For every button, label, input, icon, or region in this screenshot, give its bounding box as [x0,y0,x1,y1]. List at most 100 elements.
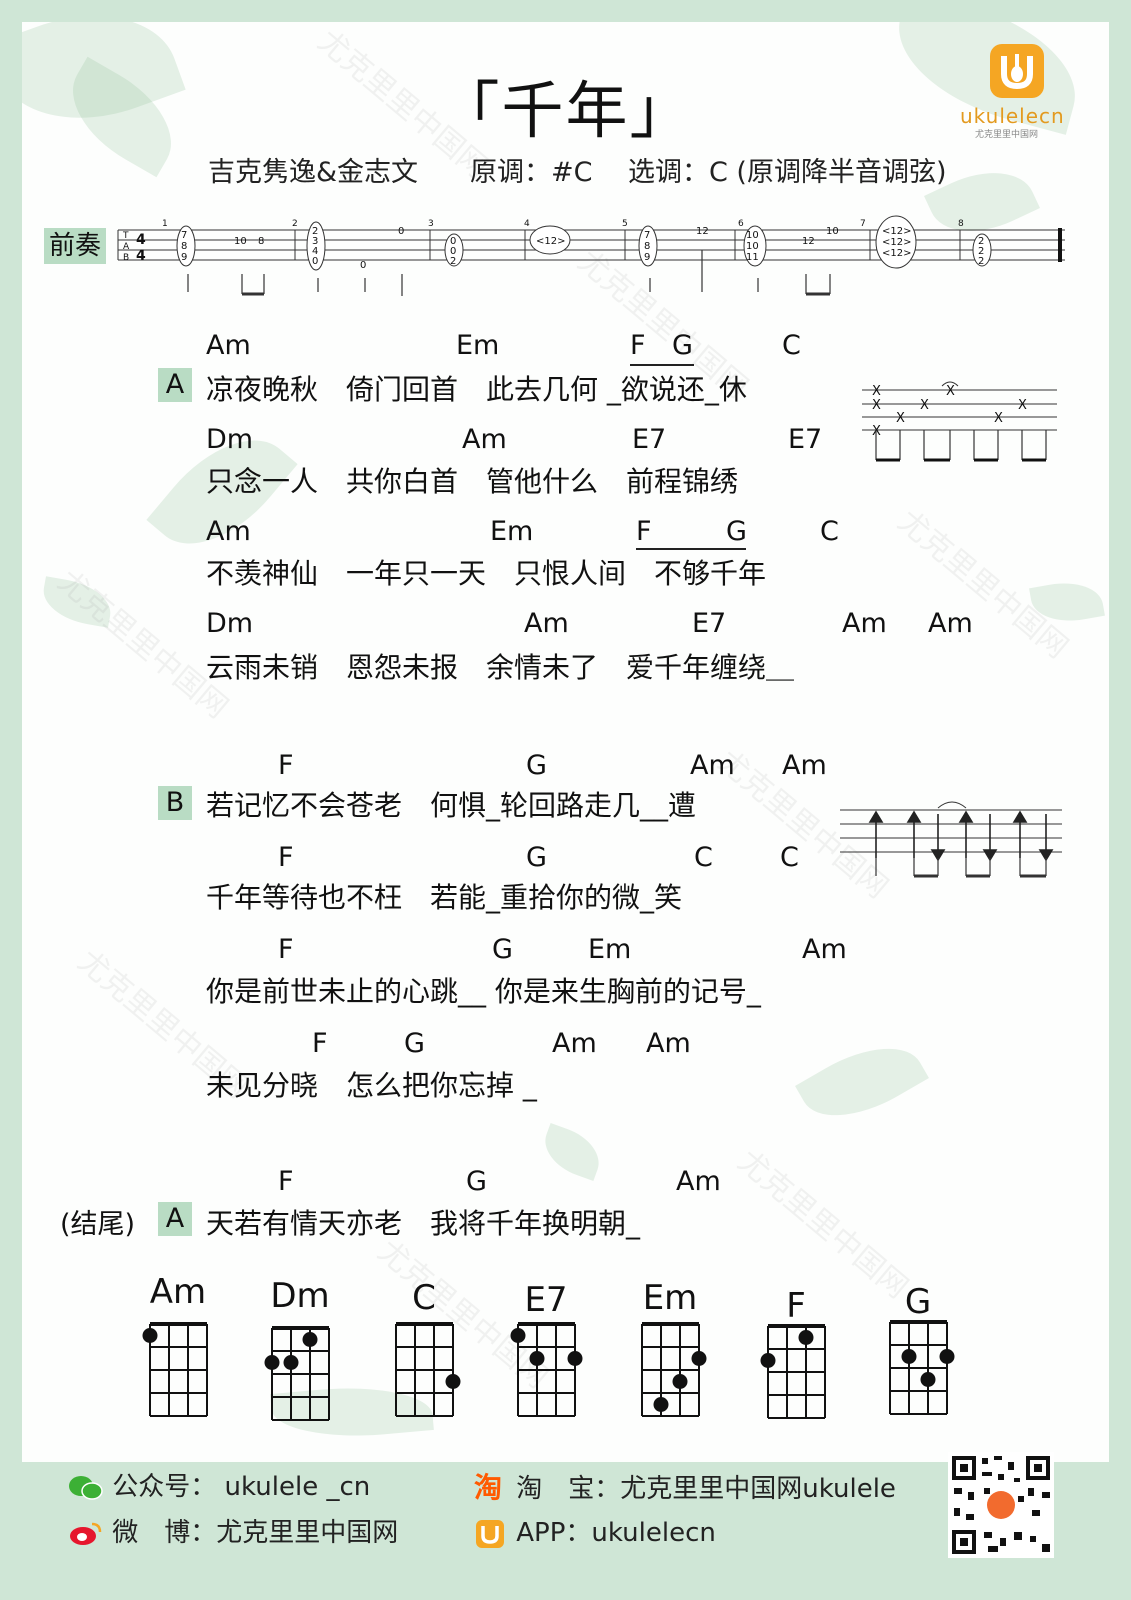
weibo-label: 微 博：尤克里里中国网 [112,1518,399,1548]
finger-dot [920,1372,936,1387]
chord-label: G [492,934,513,965]
finger-dot [760,1353,776,1368]
chord-label: F [312,1028,328,1059]
chord-label: Am [928,608,973,639]
measure-number: 8 [958,219,964,229]
chord-label: Am [782,750,827,781]
tab-note: 0 [312,256,318,267]
chord-label: F [278,934,294,965]
tab-note: 11 [746,252,759,263]
chord-diagram-name: Dm [270,1276,330,1316]
chord-label: Dm [206,424,254,455]
chord-label: Am [676,1166,721,1197]
sheet-page [22,22,1109,1462]
chord-diagram-name: Em [642,1278,698,1318]
tab-note: 2 [312,226,318,237]
chord-label: C [694,842,713,873]
ending-prefix: (结尾) [60,1209,136,1240]
rhythm-mark: X [872,384,881,399]
footer-app: APP：ukulelecn [474,1512,716,1549]
tab-note: 10 [746,241,759,252]
chord-diagram-name: Am [149,1272,207,1312]
chord-label: Dm [206,608,254,639]
leaf-decoration [795,1026,929,1138]
tab-note: <12> [882,226,911,237]
finger-dot [901,1349,917,1364]
chord-label: F [630,330,646,361]
chord-label: Em [490,516,534,547]
tab-note: 7 [181,230,187,241]
chord-label: F [278,842,294,873]
measure-number: 7 [860,219,866,229]
section-tag-a: A [158,368,192,402]
chord-label: Am [802,934,847,965]
rhythm-mark: X [872,398,881,413]
tab-letter-b: B [123,253,129,263]
tab-note: 12 [696,226,709,237]
chord-label: Am [690,750,735,781]
finger-dot [302,1332,318,1347]
chord-underline [636,548,746,550]
leaf-decoration [536,1122,608,1182]
tab-note: 9 [644,252,650,263]
tab-note: 4 [312,246,318,257]
tab-note: 2 [978,236,984,247]
tab-note: 0 [360,260,366,271]
chord-label: E7 [788,424,823,455]
lyric-line: 只念一人 共你白首 管他什么 前程锦绣 [206,465,739,498]
chord-diagram-name: F [786,1286,806,1326]
lyric-line: 若记忆不会苍老 何惧_轮回路走几__遭 [206,789,697,822]
tab-note: 10 [826,226,839,237]
chord-label: Em [456,330,500,361]
chord-underline [630,364,694,366]
chord-label: C [782,330,801,361]
tab-note: 10 [234,236,247,247]
chord-label: C [820,516,839,547]
tab-note: 2 [450,256,456,267]
rhythm-mark: X [946,384,955,399]
chord-diagram-name: E7 [524,1280,568,1320]
finger-dot [510,1328,526,1343]
time-sig-bottom: 4 [136,248,146,264]
rhythm-mark: X [896,411,905,426]
chord-diagram-grid [142,1322,208,1417]
chord-label: F [636,516,652,547]
tab-note: <12> [536,236,565,247]
measure-number: 5 [622,219,628,229]
ukulele-icon [1001,54,1033,90]
finger-dot [798,1330,814,1345]
tab-note: 0 [450,236,456,247]
tab-note: <12> [882,237,911,248]
lyric-line: 云雨未销 恩怨未报 余情未了 爱千年缠绕＿ [206,651,795,684]
footer-wechat: 公众号： ukulele _cn [68,1466,370,1503]
lyric-line: 你是前世未止的心跳__ 你是来生胸前的记号_ [206,975,761,1008]
app-icon [476,1519,504,1548]
chord-label: Am [552,1028,597,1059]
artists: 吉克隽逸&金志文 [208,157,419,188]
tab-note: 8 [644,241,650,252]
intro-tab-staff: T A B 4 4 1 2 3 4 5 6 7 8 7 8 9 10 8 2 3… [117,215,1065,296]
tab-letter-t: T [122,231,129,241]
chord-label: G [672,330,693,361]
chord-label: Am [646,1028,691,1059]
tab-note: 3 [312,236,318,247]
tab-note: <12> [882,248,911,259]
chord-label: F [278,750,294,781]
tab-note: 10 [746,230,759,241]
section-tag-ending: A [158,1202,192,1236]
chord-label: G [526,750,547,781]
chord-label: G [404,1028,425,1059]
chord-label: G [466,1166,487,1197]
finger-dot [653,1397,669,1412]
footer-weibo: 微 博：尤克里里中国网 [68,1512,398,1549]
chord-label: C [780,842,799,873]
qr-code[interactable] [948,1452,1054,1558]
time-sig-top: 4 [136,232,146,248]
tab-note: 7 [644,230,650,241]
finger-dot [939,1349,955,1364]
chord-label: Em [588,934,632,965]
chord-diagram-grid [889,1320,955,1415]
finger-dot [142,1328,158,1343]
finger-dot [691,1351,707,1366]
chord-diagram-grid [264,1326,330,1421]
